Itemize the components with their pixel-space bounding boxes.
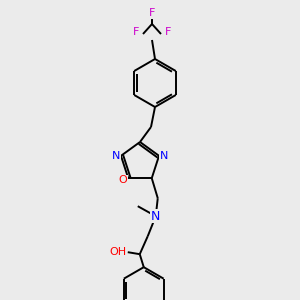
Text: N: N	[112, 151, 120, 161]
Text: O: O	[119, 175, 128, 185]
Text: N: N	[160, 151, 168, 161]
Text: OH: OH	[109, 247, 126, 257]
Text: F: F	[165, 27, 171, 37]
Text: N: N	[151, 210, 160, 223]
Text: F: F	[149, 8, 155, 18]
Text: F: F	[133, 27, 139, 37]
